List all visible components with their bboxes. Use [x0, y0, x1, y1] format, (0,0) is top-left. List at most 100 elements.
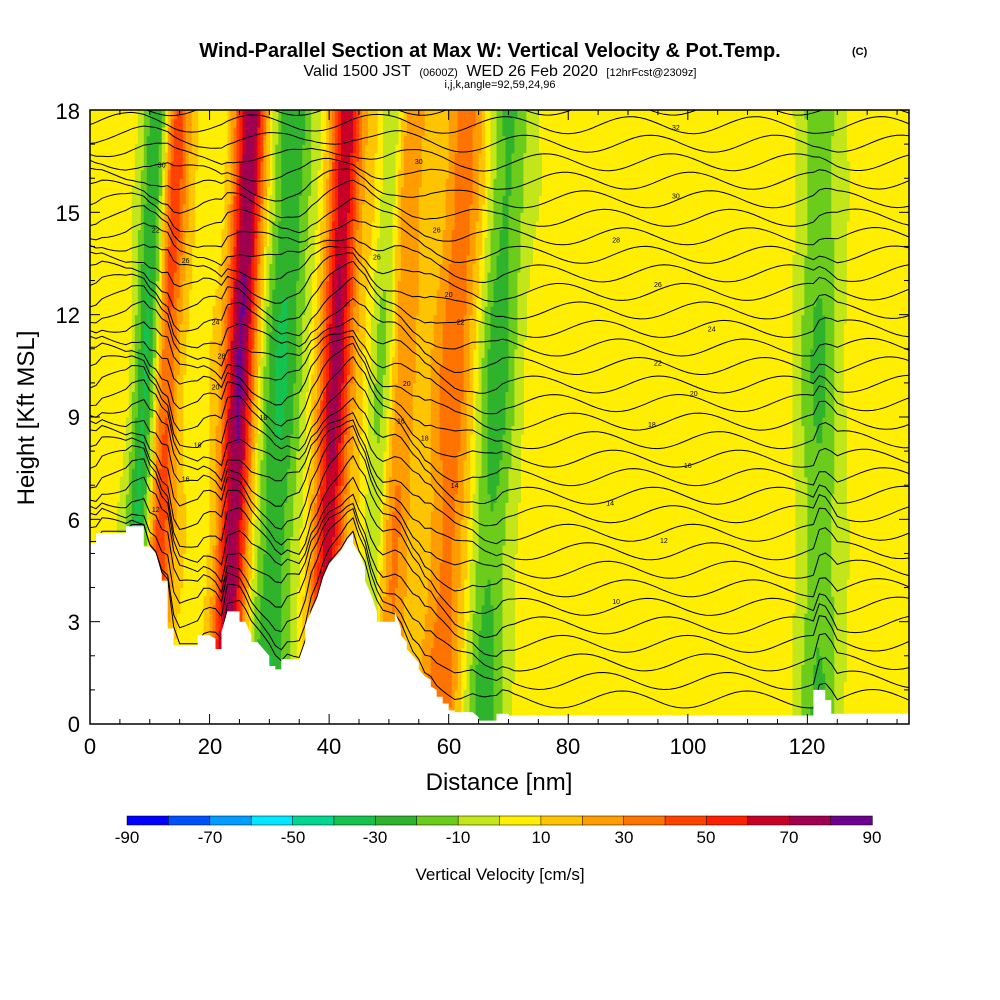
velocity-cell: [302, 254, 306, 265]
velocity-cell: [257, 220, 261, 230]
velocity-cell: [269, 254, 273, 265]
velocity-cell: [248, 280, 253, 290]
velocity-cell: [338, 519, 342, 529]
velocity-cell: [272, 297, 276, 307]
velocity-cell: [338, 391, 342, 401]
velocity-cell: [287, 135, 291, 145]
velocity-cell: [278, 408, 282, 418]
velocity-cell: [158, 186, 163, 196]
velocity-cell: [373, 357, 378, 367]
velocity-cell: [176, 237, 181, 248]
velocity-cell: [224, 220, 229, 230]
velocity-cell: [176, 212, 181, 222]
velocity-cell: [254, 203, 258, 213]
velocity-cell: [290, 399, 294, 410]
velocity-cell: [149, 152, 154, 162]
velocity-cell: [344, 212, 348, 222]
velocity-cell: [323, 263, 327, 273]
velocity-cell: [323, 408, 327, 418]
velocity-cell: [332, 536, 336, 546]
velocity-cell: [161, 220, 166, 230]
velocity-cell: [263, 331, 267, 341]
velocity-cell: [263, 587, 267, 597]
velocity-cell: [218, 587, 223, 597]
velocity-cell: [332, 246, 336, 256]
velocity-cell: [242, 314, 247, 324]
velocity-cell: [353, 110, 357, 120]
velocity-cell: [140, 263, 145, 273]
velocity-cell: [176, 374, 181, 384]
velocity-cell: [137, 263, 142, 273]
velocity-cell: [257, 161, 261, 171]
velocity-cell: [263, 579, 267, 589]
velocity-cell: [161, 237, 166, 248]
velocity-cell: [293, 272, 297, 282]
velocity-cell: [161, 570, 166, 580]
velocity-cell: [335, 425, 339, 435]
velocity-cell: [251, 186, 255, 196]
velocity-cell: [230, 263, 235, 273]
velocity-cell: [245, 570, 250, 580]
velocity-cell: [323, 280, 327, 290]
velocity-cell: [131, 519, 136, 529]
velocity-cell: [134, 297, 139, 307]
velocity-cell: [257, 434, 261, 444]
velocity-cell: [326, 314, 330, 324]
velocity-cell: [227, 544, 232, 555]
velocity-cell: [296, 237, 300, 248]
velocity-cell: [367, 391, 372, 401]
velocity-cell: [314, 212, 318, 222]
velocity-cell: [179, 118, 184, 128]
velocity-cell: [251, 272, 255, 282]
velocity-cell: [260, 476, 264, 486]
velocity-cell: [320, 263, 324, 273]
velocity-cell: [320, 527, 324, 537]
velocity-cell: [254, 118, 258, 128]
subtitle-zulu: (0600Z): [419, 67, 458, 79]
velocity-cell: [302, 365, 306, 375]
velocity-cell: [335, 118, 339, 128]
velocity-cell: [275, 510, 279, 520]
velocity-cell: [155, 374, 160, 384]
velocity-cell: [347, 510, 351, 520]
velocity-cell: [293, 544, 297, 555]
velocity-cell: [149, 374, 154, 384]
velocity-cell: [164, 323, 169, 333]
velocity-cell: [239, 468, 244, 478]
velocity-cell: [350, 391, 354, 401]
velocity-cell: [335, 365, 339, 375]
velocity-cell: [314, 340, 318, 350]
velocity-cell: [122, 459, 127, 469]
velocity-cell: [209, 468, 214, 478]
velocity-cell: [317, 391, 321, 401]
velocity-cell: [227, 220, 232, 230]
velocity-cell: [296, 314, 300, 324]
velocity-cell: [287, 536, 291, 546]
velocity-cell: [299, 493, 303, 503]
velocity-cell: [245, 459, 250, 469]
velocity-cell: [266, 263, 270, 273]
velocity-cell: [158, 527, 163, 537]
chart-title: Wind-Parallel Section at Max W: Vertical…: [199, 40, 780, 62]
velocity-cell: [167, 144, 172, 154]
velocity-cell: [170, 459, 175, 469]
velocity-cell: [272, 408, 276, 418]
velocity-cell: [347, 451, 351, 461]
velocity-cell: [284, 561, 288, 572]
velocity-cell: [329, 161, 333, 171]
velocity-cell: [146, 203, 151, 213]
velocity-cell: [260, 459, 264, 469]
velocity-cell: [335, 280, 339, 290]
velocity-cell: [212, 459, 217, 469]
velocity-cell: [158, 553, 163, 563]
velocity-cell: [155, 434, 160, 444]
velocity-cell: [260, 289, 264, 299]
velocity-cell: [167, 365, 172, 375]
velocity-cell: [350, 502, 354, 512]
velocity-cell: [373, 408, 378, 418]
velocity-cell: [179, 442, 184, 452]
velocity-cell: [326, 152, 330, 162]
velocity-cell: [353, 297, 357, 307]
velocity-cell: [278, 237, 282, 248]
velocity-cell: [347, 169, 351, 179]
